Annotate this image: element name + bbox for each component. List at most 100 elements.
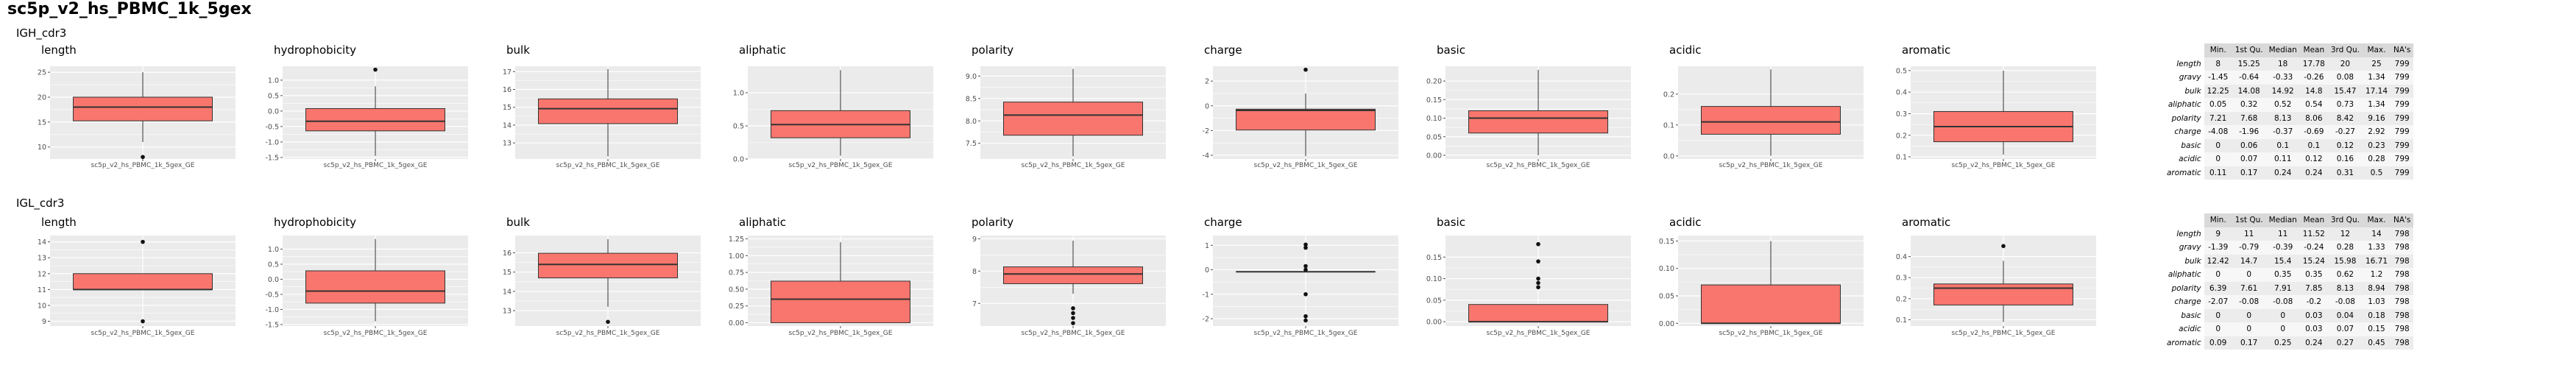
stats-header-median: Median [2265,213,2300,227]
stats-cell: 0.25 [2265,336,2300,350]
stats-corner-cell [2164,43,2204,57]
plot-title-aliphatic: aliphatic [739,43,786,57]
stats-cell: 0 [2204,308,2232,322]
stats-cell: -0.39 [2265,241,2300,255]
stats-header-1st-qu: 1st Qu. [2232,43,2266,57]
stats-header-row: Min. 1st Qu. Median Mean 3rd Qu. Max. NA… [2164,213,2414,227]
y-tick-label: 25 [38,69,46,77]
y-tick-label: 16 [503,86,512,94]
stats-cell: 0.03 [2299,322,2328,336]
y-tick-label: 0.2 [1896,295,1907,303]
outlier-point [1303,263,1308,269]
stats-cell: 0.35 [2265,268,2300,282]
stats-cell: 0.52 [2265,98,2300,112]
y-tick-label: 0.00 [1426,152,1442,160]
x-category-label: sc5p_v2_hs_PBMC_1k_5gex_GE [789,162,893,169]
page-title: sc5p_v2_hs_PBMC_1k_5gex [7,0,252,18]
stats-cell: 0.54 [2299,98,2328,112]
stats-row-aliphatic: aliphatic 0 0 0.35 0.35 0.62 1.2 798 [2164,268,2414,282]
y-tick-label: 1.0 [733,90,744,98]
stats-cell: 0 [2265,308,2300,322]
stats-cell: 0.15 [2362,322,2391,336]
outlier-point [1303,67,1308,72]
stats-row-label: aromatic [2164,166,2204,180]
stats-cell: 798 [2391,241,2414,255]
stats-cell: 0.17 [2232,336,2266,350]
stats-cell: 12 [2327,227,2363,241]
stats-cell: 0.24 [2299,166,2328,180]
stats-cell: 0 [2204,268,2232,282]
y-tick-label: 11 [38,286,46,294]
stats-cell: -0.08 [2265,295,2300,309]
stats-cell: 798 [2391,336,2414,350]
outlier-point [1071,316,1075,320]
stats-cell: 0 [2204,322,2232,336]
stats-cell: 16.71 [2362,254,2391,268]
y-tick-label: 0.50 [729,286,744,294]
stats-cell: 798 [2391,254,2414,268]
stats-cell: 12.42 [2204,254,2232,268]
stats-row-length: length 8 15.25 18 17.78 20 25 799 [2164,57,2414,71]
stats-row-gravy: gravy -1.39 -0.79 -0.39 -0.24 0.28 1.33 798 [2164,241,2414,255]
stats-cell: 0.09 [2204,336,2232,350]
x-category-label: sc5p_v2_hs_PBMC_1k_5gex_GE [1254,330,1358,337]
stats-header-mean: Mean [2299,43,2328,57]
stats-cell: 0 [2232,322,2266,336]
stats-cell: 0.05 [2204,98,2232,112]
stats-row-gravy: gravy -1.45 -0.64 -0.33 -0.26 0.08 1.34 799 [2164,71,2414,85]
box-iqr [1468,304,1608,322]
x-category-label: sc5p_v2_hs_PBMC_1k_5gex_GE [1022,330,1125,337]
stats-row-label: acidic [2164,322,2204,336]
outlier-point [141,319,145,324]
stats-header-nas: NA's [2391,213,2414,227]
y-tick-label: 0.2 [1896,132,1907,140]
stats-row-label: bulk [2164,84,2204,98]
stats-cell: -0.79 [2232,241,2266,255]
plot-title-basic: basic [1437,43,1465,57]
stats-cell: 1.2 [2362,268,2391,282]
stats-cell: -0.27 [2327,125,2363,139]
box-iqr [73,273,213,290]
box-iqr [1701,284,1841,324]
outlier-point [1303,318,1308,323]
section-label-igl: IGL_cdr3 [16,197,65,210]
outlier-point [1303,245,1308,250]
outlier-point [141,239,145,244]
stats-cell: 0.28 [2327,241,2363,255]
y-tick-label: 0.15 [1659,238,1674,246]
stats-cell: 798 [2391,308,2414,322]
y-tick-label: 13 [38,255,46,263]
stats-cell: 15.98 [2327,254,2363,268]
stats-cell: 14 [2362,227,2391,241]
stats-cell: 799 [2391,57,2414,71]
box-iqr [538,252,678,279]
stats-cell: 0.12 [2327,138,2363,152]
summary-stats-table-igl: Min. 1st Qu. Median Mean 3rd Qu. Max. NA… [2164,213,2414,350]
stats-row-label: length [2164,57,2204,71]
y-tick-label: 0.4 [1896,89,1907,97]
stats-cell: 8 [2204,57,2232,71]
plot-title-basic: basic [1437,216,1465,229]
y-tick-label: 0.25 [729,302,744,311]
stats-cell: 11 [2232,227,2266,241]
stats-row-label: acidic [2164,152,2204,166]
stats-header-median: Median [2265,43,2300,57]
stats-cell: 9 [2204,227,2232,241]
stats-cell: 14.7 [2232,254,2266,268]
outlier-point [1071,321,1075,325]
y-tick-label: 0.20 [1426,78,1442,86]
summary-stats-table-igh: Min. 1st Qu. Median Mean 3rd Qu. Max. NA… [2164,43,2414,180]
y-tick-label: 7 [972,300,977,308]
stats-cell: 0.35 [2299,268,2328,282]
box-iqr [1236,108,1376,131]
stats-header-min: Min. [2204,43,2232,57]
y-tick-label: 8.5 [966,95,977,103]
plot-title-bulk: bulk [506,43,530,57]
outlier-point [1303,314,1308,319]
y-tick-label: -1 [1203,291,1209,299]
x-category-label: sc5p_v2_hs_PBMC_1k_5gex_GE [324,330,428,337]
plot-title-aromatic: aromatic [1902,216,1950,229]
stats-cell: 7.85 [2299,281,2328,295]
y-tick-label: 0.00 [1426,319,1442,327]
stats-row-aromatic: aromatic 0.11 0.17 0.24 0.24 0.31 0.5 799 [2164,166,2414,180]
